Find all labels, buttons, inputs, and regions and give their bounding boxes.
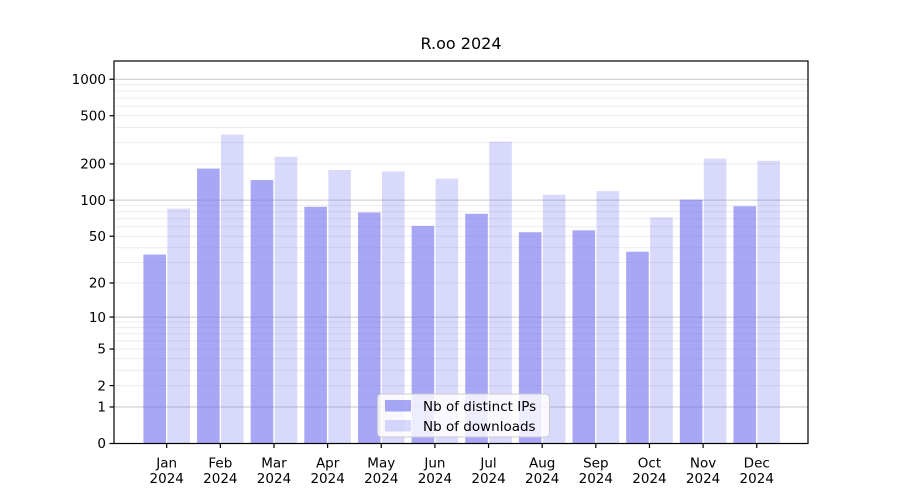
x-tick-label-month: Aug [529, 456, 555, 472]
bar-distinct-ips-aug [518, 232, 542, 444]
x-tick-label-year: 2024 [150, 471, 184, 487]
bar-downloads-mar [274, 156, 298, 444]
x-tick-label-year: 2024 [471, 471, 505, 487]
x-tick-label-month: Sep [583, 456, 608, 472]
bar-downloads-nov [703, 158, 727, 444]
bar-distinct-ips-dec [733, 206, 757, 444]
bar-distinct-ips-sep [572, 230, 596, 444]
x-axis: Jan2024Feb2024Mar2024Apr2024May2024Jun20… [150, 443, 774, 487]
x-tick-label-year: 2024 [579, 471, 613, 487]
bar-downloads-feb [221, 134, 244, 444]
x-tick-label-year: 2024 [310, 471, 344, 487]
x-tick-label-month: Dec [744, 456, 770, 472]
y-axis: 0 1 2 5 10 20 50 100 200 500 1000 [72, 72, 114, 452]
y-tick-label: 20 [89, 276, 106, 292]
bar-distinct-ips-jul [465, 213, 488, 444]
bar-downloads-oct [650, 217, 673, 444]
bar-downloads-dec [757, 160, 781, 444]
bar-downloads-apr [328, 170, 351, 444]
bar-distinct-ips-jun [411, 225, 435, 444]
x-tick-label-year: 2024 [632, 471, 666, 487]
x-tick-label-month: Oct [638, 456, 661, 472]
y-tick-label: 1 [97, 400, 106, 416]
x-tick-label-month: Nov [690, 456, 716, 472]
y-tick-label: 2 [97, 378, 106, 394]
legend-label-distinct-ips: Nb of distinct IPs [423, 399, 536, 415]
bar-downloads-jul [489, 141, 512, 444]
bar-downloads-aug [542, 194, 566, 444]
x-tick-label-month: Feb [208, 456, 232, 472]
legend-swatch-downloads-icon [385, 420, 411, 432]
x-tick-label-month: Jun [423, 456, 445, 472]
bar-downloads-jan [167, 208, 190, 444]
chart-title: R.oo 2024 [420, 34, 501, 53]
bar-distinct-ips-may [357, 212, 381, 444]
bar-distinct-ips-nov [679, 199, 703, 444]
x-tick-label-year: 2024 [418, 471, 452, 487]
bar-downloads-may [381, 171, 405, 444]
bar-distinct-ips-apr [304, 206, 327, 444]
x-tick-label-year: 2024 [257, 471, 291, 487]
x-tick-label-year: 2024 [364, 471, 398, 487]
y-tick-label: 50 [89, 229, 106, 245]
x-tick-label-month: Jan [155, 456, 177, 472]
x-tick-label-month: Apr [316, 456, 340, 472]
x-tick-label-month: Jul [479, 456, 496, 472]
y-tick-label: 0 [97, 436, 106, 452]
legend-box [377, 393, 550, 438]
x-tick-label-year: 2024 [686, 471, 720, 487]
bar-distinct-ips-oct [626, 251, 649, 444]
bar-distinct-ips-jan [143, 254, 166, 444]
x-tick-label-year: 2024 [203, 471, 237, 487]
legend: Nb of distinct IPs Nb of downloads [377, 393, 550, 438]
bar-downloads-sep [596, 191, 620, 444]
plot-border [113, 60, 809, 445]
x-tick-label-year: 2024 [740, 471, 774, 487]
y-tick-label: 5 [97, 342, 106, 358]
legend-swatch-distinct-ips-icon [385, 400, 411, 412]
bar-distinct-ips-feb [197, 168, 220, 444]
y-tick-label: 1000 [72, 72, 106, 88]
bar-downloads-jun [435, 178, 459, 444]
x-tick-label-month: Mar [261, 456, 287, 472]
x-tick-label-month: May [367, 456, 395, 472]
bar-distinct-ips-mar [250, 180, 274, 444]
y-tick-label: 100 [80, 193, 106, 209]
y-tick-label: 200 [80, 157, 106, 173]
x-tick-label-year: 2024 [525, 471, 559, 487]
y-tick-label: 500 [80, 108, 106, 124]
bars [143, 134, 781, 444]
legend-label-downloads: Nb of downloads [423, 419, 536, 435]
y-tick-label: 10 [89, 310, 106, 326]
